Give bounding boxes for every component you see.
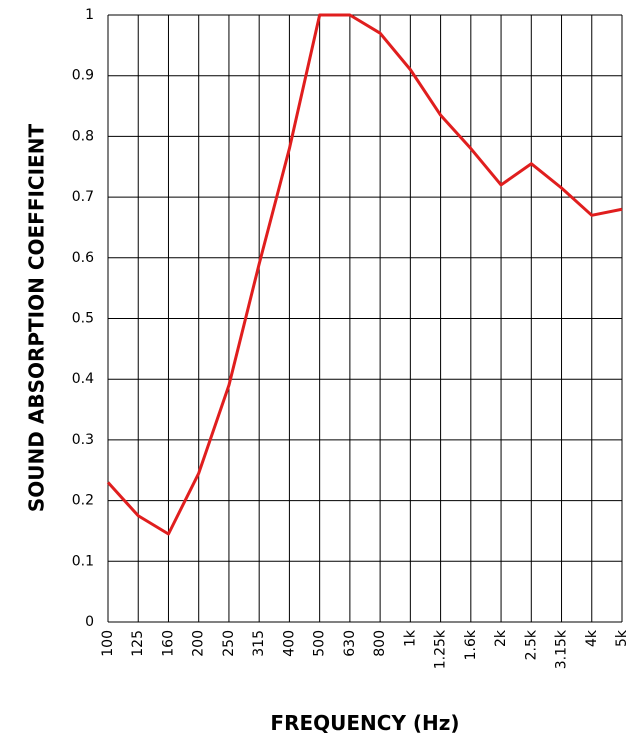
y-tick-label: 1 <box>85 7 94 23</box>
x-tick-label: 2.5k <box>523 629 539 660</box>
y-tick-label: 0.8 <box>72 128 94 144</box>
x-tick-label: 800 <box>372 630 388 657</box>
x-tick-label: 1.6k <box>463 629 479 660</box>
x-tick-label: 4k <box>584 629 600 647</box>
y-tick-label: 0.5 <box>72 311 94 327</box>
x-tick-label: 250 <box>221 630 237 657</box>
data-line <box>106 13 623 536</box>
x-tick-label: 200 <box>191 630 207 657</box>
y-tick-label: 0.6 <box>72 250 94 266</box>
y-tick-label: 0.9 <box>72 68 94 84</box>
y-tick-label: 0.3 <box>72 432 94 448</box>
y-tick-label: 0 <box>85 614 94 630</box>
x-tick-label: 500 <box>312 630 328 657</box>
x-tick-label: 400 <box>281 630 297 657</box>
x-tick-label: 630 <box>342 630 358 657</box>
x-tick-label: 1k <box>402 629 418 647</box>
x-tick-label: 1.25k <box>433 629 449 669</box>
y-tick-label: 0.1 <box>72 553 94 569</box>
x-tick-label: 100 <box>100 630 116 657</box>
x-tick-label: 3.15k <box>554 629 570 669</box>
x-tick-label: 2k <box>493 629 509 647</box>
y-tick-label: 0.2 <box>72 493 94 509</box>
x-tick-label: 125 <box>130 630 146 657</box>
y-tick-label: 0.4 <box>72 371 94 387</box>
x-tick-label: 315 <box>251 630 267 657</box>
x-tick-label: 160 <box>160 630 176 657</box>
x-axis-title: FREQUENCY (Hz) <box>270 711 459 735</box>
y-tick-label: 0.7 <box>72 189 94 205</box>
x-tick-label: 5k <box>614 629 630 647</box>
y-axis-title: SOUND ABSORPTION COEFFICIENT <box>25 124 49 513</box>
